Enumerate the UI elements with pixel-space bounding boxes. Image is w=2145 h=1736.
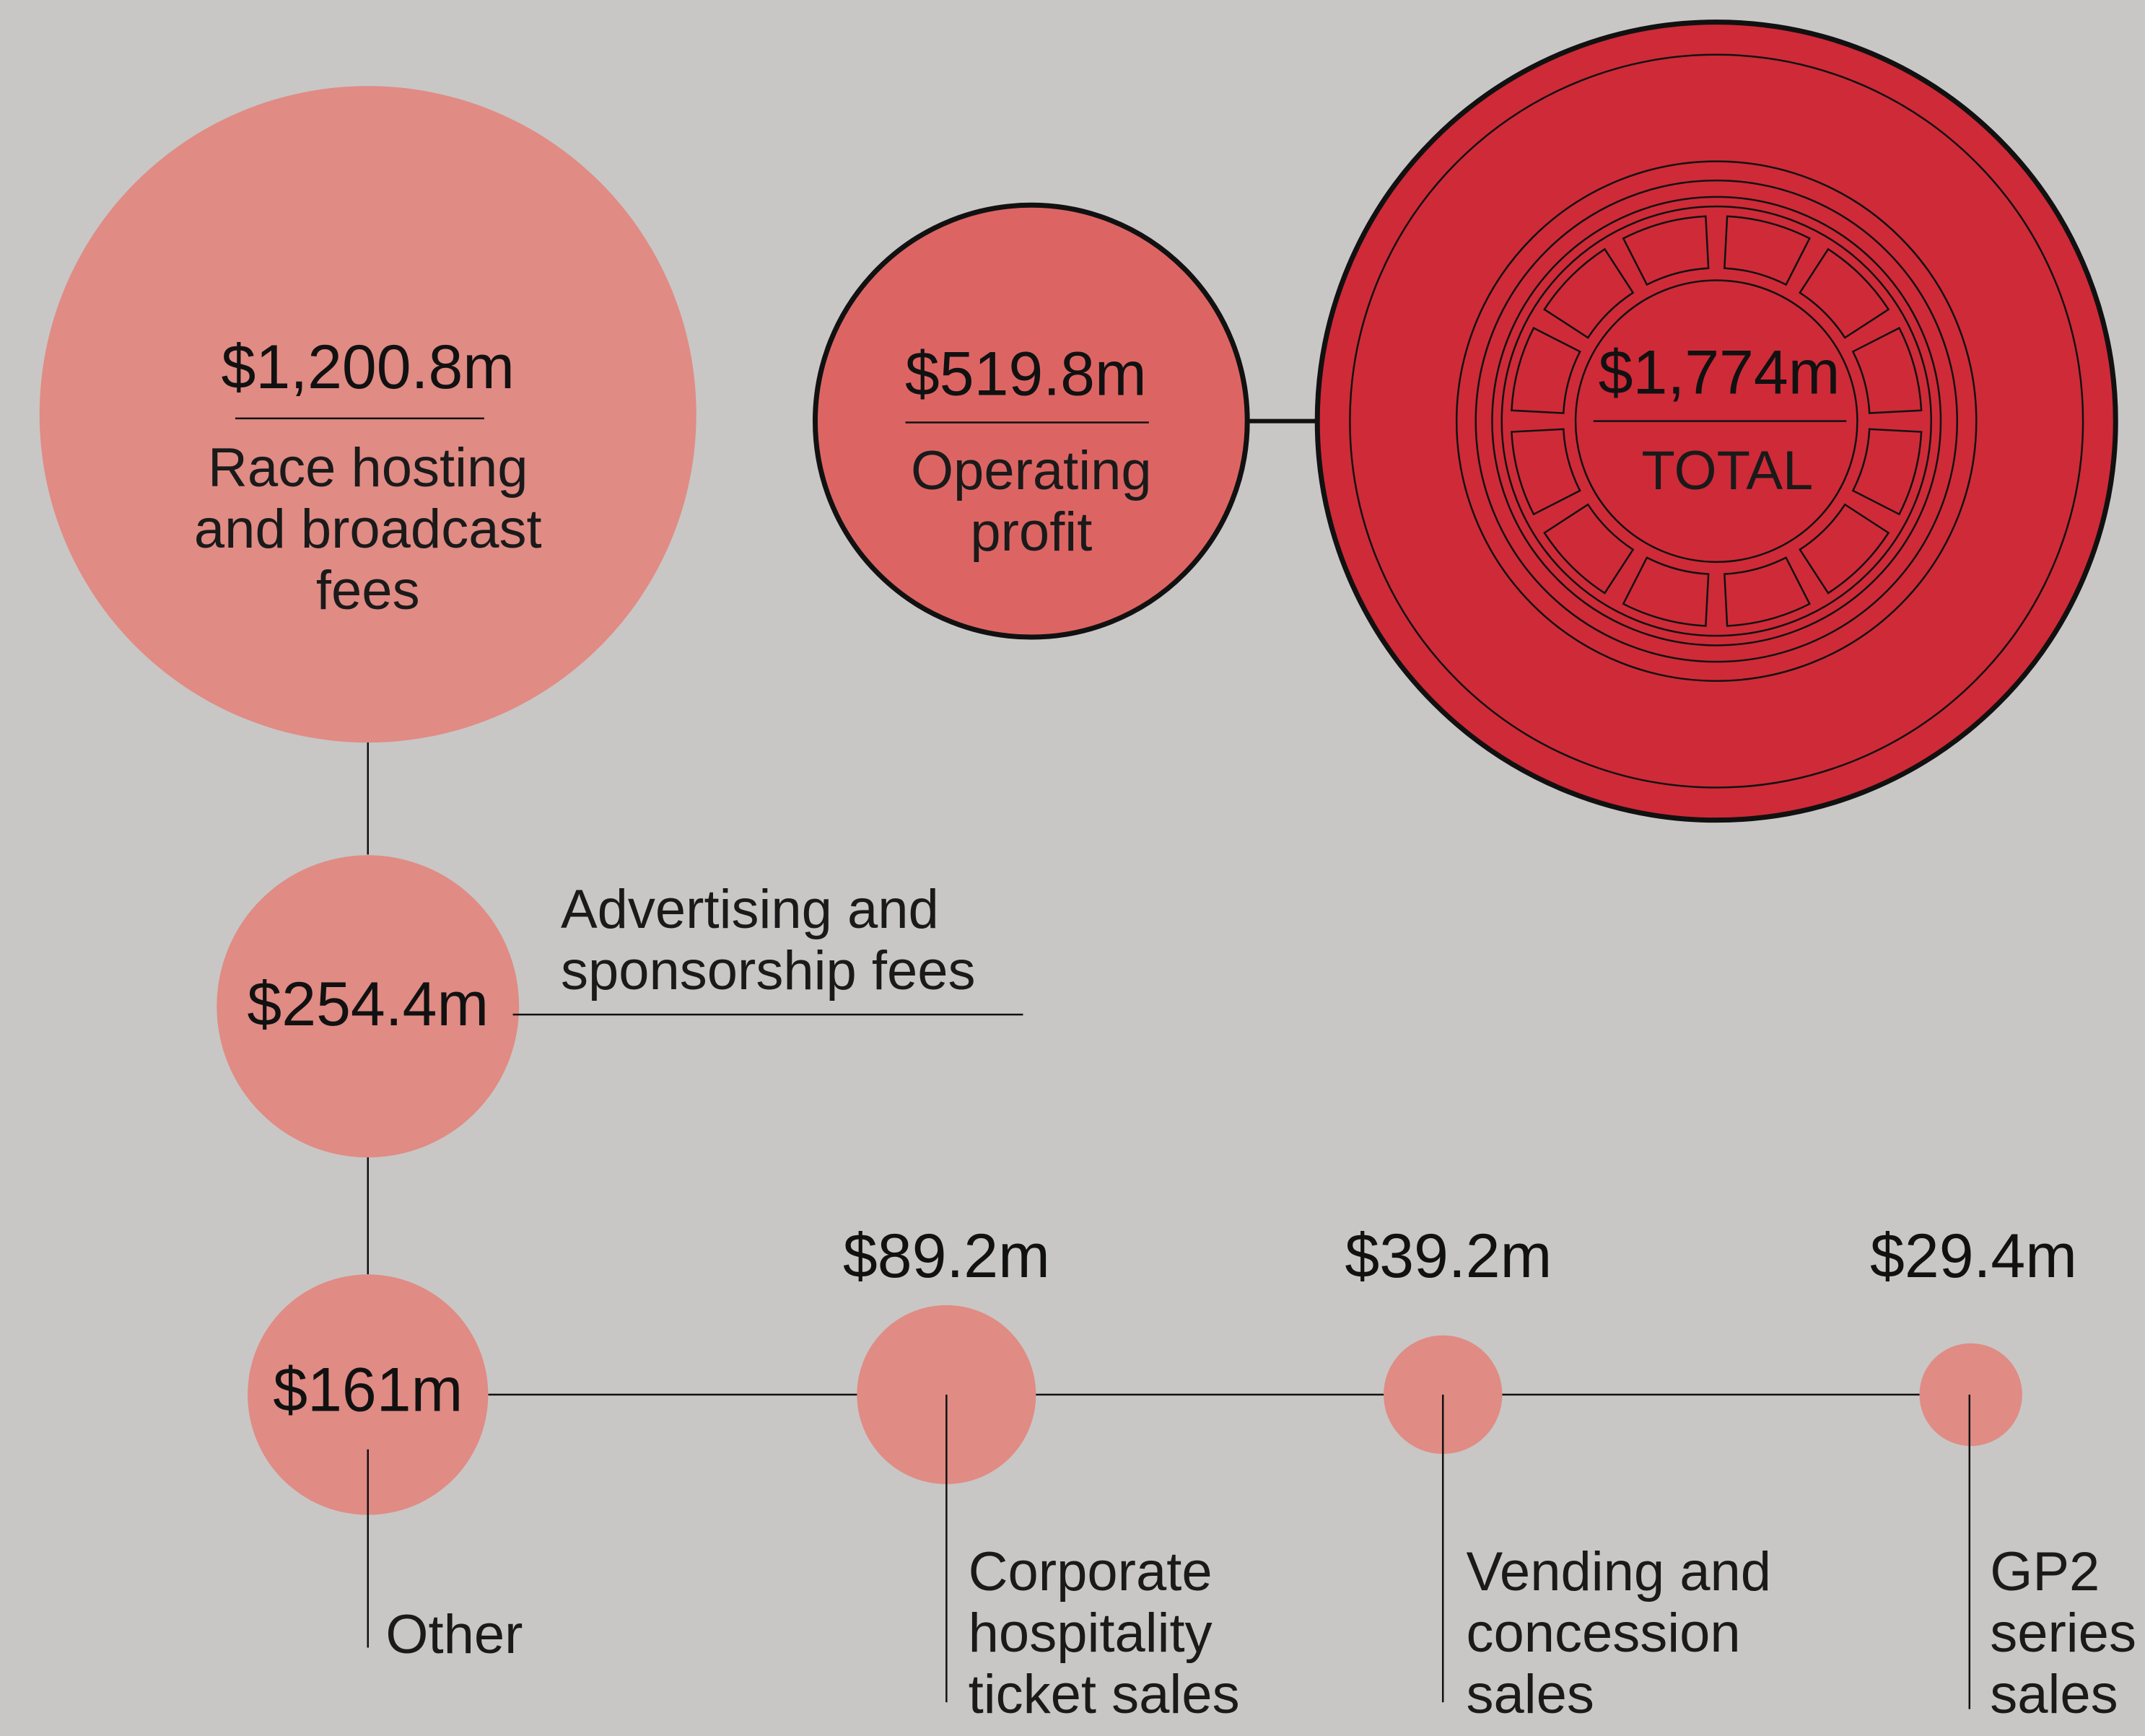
value-label: $1,774m — [1599, 338, 1840, 408]
ring — [1491, 196, 1942, 646]
bubble — [857, 1305, 1036, 1484]
wheel-segment — [1799, 247, 1890, 339]
bubble — [217, 855, 520, 1158]
value-label: $161m — [273, 1356, 463, 1425]
value-label: $89.2m — [843, 1222, 1050, 1291]
category-label: Corporate hospitality ticket sales — [968, 1540, 1240, 1725]
category-label: TOTAL — [1641, 440, 1814, 502]
value-label: $29.4m — [1870, 1222, 2077, 1291]
bubble — [39, 86, 696, 743]
wheel-decoration — [1349, 53, 2084, 789]
wheel-segment — [1724, 215, 1811, 286]
category-label: GP2 series sales — [1990, 1540, 2136, 1725]
wheel-segment — [1851, 326, 1923, 414]
wheel-segment — [1724, 556, 1811, 627]
wheel-segment — [1511, 428, 1581, 516]
ring — [1349, 53, 2084, 789]
value-label: $519.8m — [905, 340, 1147, 409]
ring — [1455, 160, 1978, 682]
category-label: Advertising and sponsorship fees — [560, 879, 976, 1002]
ring — [1475, 179, 1958, 663]
value-label: $254.4m — [247, 970, 489, 1039]
category-label: Vending and concession sales — [1466, 1540, 1772, 1725]
wheel-segment — [1511, 326, 1581, 414]
wheel-segment — [1799, 503, 1890, 595]
bubble — [248, 1274, 489, 1515]
wheel-segment — [1543, 503, 1635, 595]
category-label: Other — [385, 1603, 523, 1665]
bubble — [1919, 1343, 2022, 1447]
ring — [1500, 205, 1932, 637]
wheel-segment — [1543, 247, 1635, 339]
value-label: $1,200.8m — [222, 333, 515, 402]
bubble — [812, 202, 1250, 640]
wheel-segment — [1851, 428, 1923, 516]
ring — [1574, 279, 1858, 564]
wheel-segment — [1622, 556, 1710, 627]
category-label: Operating profit — [910, 440, 1152, 564]
wheel-segment — [1622, 215, 1710, 286]
category-label: Race hosting and broadcast fees — [193, 437, 542, 622]
value-label: $39.2m — [1345, 1222, 1552, 1291]
